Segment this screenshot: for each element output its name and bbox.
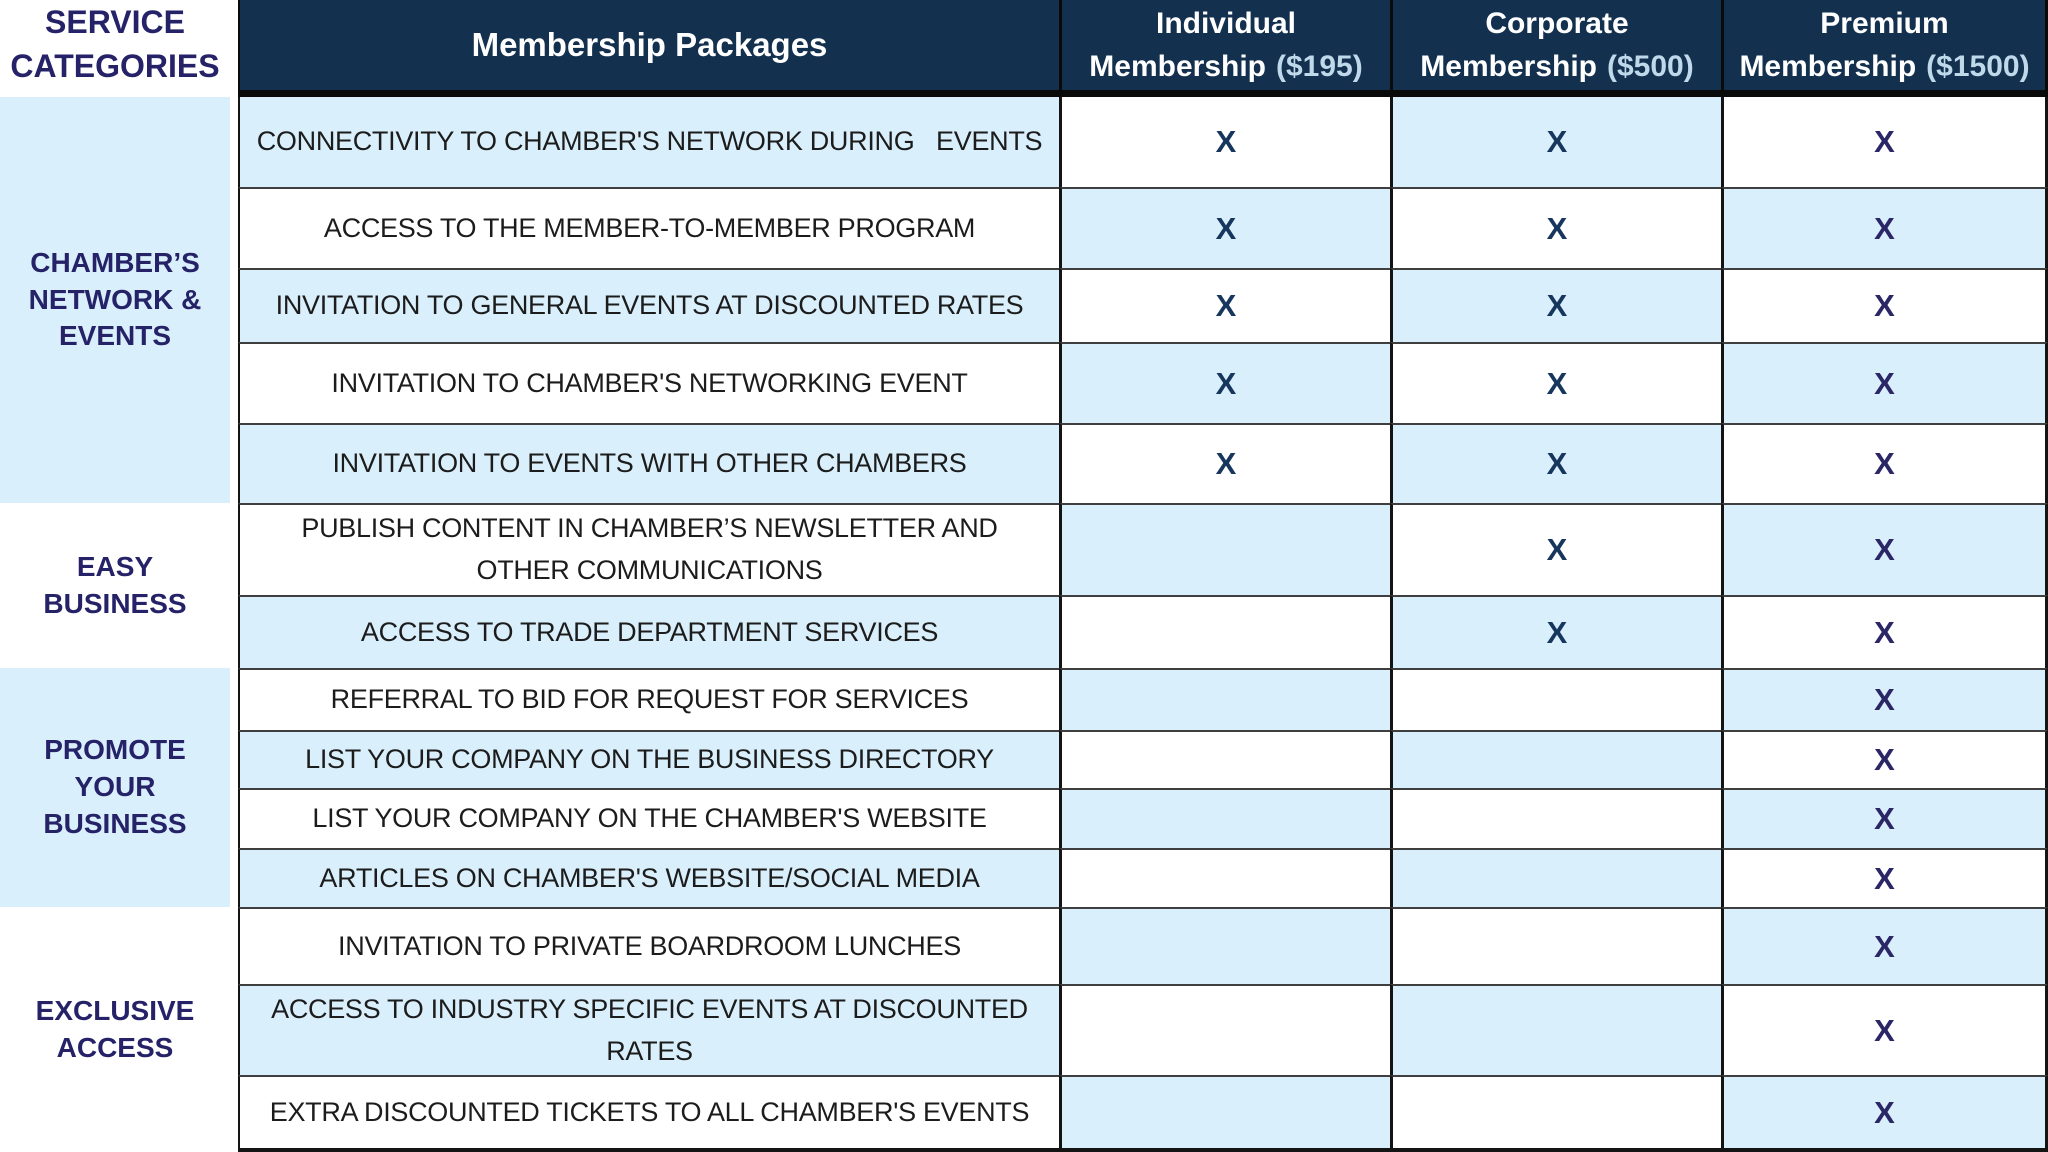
individual-check-cell: [1059, 848, 1390, 907]
service-cell: INVITATION TO GENERAL EVENTS AT DISCOUNT…: [238, 268, 1059, 342]
plan-subline: Membership ($195): [1089, 45, 1362, 89]
corporate-check-cell: [1390, 984, 1721, 1075]
corporate-check-cell: X: [1390, 187, 1721, 268]
corporate-check-cell: X: [1390, 268, 1721, 342]
individual-check-cell: [1059, 668, 1390, 730]
category-cell: CHAMBER’S NETWORK & EVENTS: [0, 97, 230, 503]
service-cell: ACCESS TO INDUSTRY SPECIFIC EVENTS AT DI…: [238, 984, 1059, 1075]
corporate-check-cell: X: [1390, 423, 1721, 503]
service-cell: REFERRAL TO BID FOR REQUEST FOR SERVICES: [238, 668, 1059, 730]
premium-check-cell: X: [1721, 848, 2048, 907]
category-cell: PROMOTE YOUR BUSINESS: [0, 668, 230, 907]
service-categories-header: SERVICE CATEGORIES: [0, 0, 230, 97]
service-cell: ARTICLES ON CHAMBER'S WEBSITE/SOCIAL MED…: [238, 848, 1059, 907]
corporate-check-cell: [1390, 668, 1721, 730]
premium-check-cell: X: [1721, 423, 2048, 503]
premium-check-cell: X: [1721, 907, 2048, 984]
individual-check-cell: [1059, 788, 1390, 848]
corporate-check-cell: X: [1390, 503, 1721, 595]
category-label: EASY BUSINESS: [43, 550, 187, 619]
plan-subline: Membership ($500): [1420, 45, 1693, 89]
premium-check-cell: X: [1721, 984, 2048, 1075]
membership-word: Membership: [1739, 50, 1917, 83]
service-cell: INVITATION TO EVENTS WITH OTHER CHAMBERS: [238, 423, 1059, 503]
premium-check-cell: X: [1721, 187, 2048, 268]
corporate-check-cell: X: [1390, 595, 1721, 668]
membership-word: Membership: [1089, 50, 1266, 83]
service-cell: EXTRA DISCOUNTED TICKETS TO ALL CHAMBER'…: [238, 1075, 1059, 1152]
service-cell: ACCESS TO THE MEMBER-TO-MEMBER PROGRAM: [238, 187, 1059, 268]
plan-name: Corporate: [1485, 6, 1629, 40]
premium-check-cell: X: [1721, 668, 2048, 730]
corporate-membership-header: Corporate Membership ($500): [1390, 0, 1721, 97]
individual-check-cell: [1059, 1075, 1390, 1152]
individual-check-cell: X: [1059, 423, 1390, 503]
individual-check-cell: X: [1059, 268, 1390, 342]
category-label: EXCLUSIVE ACCESS: [35, 994, 195, 1063]
category-cell: EASY BUSINESS: [0, 503, 230, 668]
category-label: PROMOTE YOUR BUSINESS: [43, 734, 187, 839]
premium-check-cell: X: [1721, 730, 2048, 788]
service-cell: ACCESS TO TRADE DEPARTMENT SERVICES: [238, 595, 1059, 668]
corporate-check-cell: [1390, 730, 1721, 788]
individual-check-cell: X: [1059, 187, 1390, 268]
premium-check-cell: X: [1721, 268, 2048, 342]
premium-check-cell: X: [1721, 342, 2048, 423]
service-cell: INVITATION TO PRIVATE BOARDROOM LUNCHES: [238, 907, 1059, 984]
membership-word: Membership: [1420, 50, 1597, 83]
plan-price: ($500): [1607, 50, 1694, 83]
service-cell: CONNECTIVITY TO CHAMBER'S NETWORK DURING…: [238, 97, 1059, 187]
category-label: CHAMBER’S NETWORK & EVENTS: [28, 246, 202, 352]
plan-price: ($195): [1276, 50, 1363, 83]
category-cell: EXCLUSIVE ACCESS: [0, 907, 230, 1152]
service-cell: INVITATION TO CHAMBER'S NETWORKING EVENT: [238, 342, 1059, 423]
individual-check-cell: X: [1059, 97, 1390, 187]
individual-check-cell: [1059, 730, 1390, 788]
individual-check-cell: [1059, 907, 1390, 984]
membership-packages-label: Membership Packages: [471, 26, 828, 63]
corporate-check-cell: X: [1390, 97, 1721, 187]
individual-check-cell: [1059, 595, 1390, 668]
plan-name: Individual: [1155, 6, 1296, 40]
membership-packages-header: Membership Packages: [238, 0, 1059, 97]
individual-check-cell: X: [1059, 342, 1390, 423]
premium-check-cell: X: [1721, 503, 2048, 595]
service-cell: LIST YOUR COMPANY ON THE CHAMBER'S WEBSI…: [238, 788, 1059, 848]
premium-check-cell: X: [1721, 1075, 2048, 1152]
individual-check-cell: [1059, 984, 1390, 1075]
corporate-check-cell: X: [1390, 342, 1721, 423]
premium-check-cell: X: [1721, 595, 2048, 668]
corporate-check-cell: [1390, 848, 1721, 907]
individual-check-cell: [1059, 503, 1390, 595]
plan-subline: Membership ($1500): [1739, 45, 2029, 89]
corporate-check-cell: [1390, 907, 1721, 984]
plan-name: Premium: [1820, 6, 1949, 40]
premium-check-cell: X: [1721, 97, 2048, 187]
corporate-check-cell: [1390, 1075, 1721, 1152]
individual-membership-header: Individual Membership ($195): [1059, 0, 1390, 97]
service-cell: LIST YOUR COMPANY ON THE BUSINESS DIRECT…: [238, 730, 1059, 788]
premium-membership-header: Premium Membership ($1500): [1721, 0, 2048, 97]
plan-price: ($1500): [1926, 50, 2030, 83]
service-cell: PUBLISH CONTENT IN CHAMBER’S NEWSLETTER …: [238, 503, 1059, 595]
premium-check-cell: X: [1721, 788, 2048, 848]
corporate-check-cell: [1390, 788, 1721, 848]
